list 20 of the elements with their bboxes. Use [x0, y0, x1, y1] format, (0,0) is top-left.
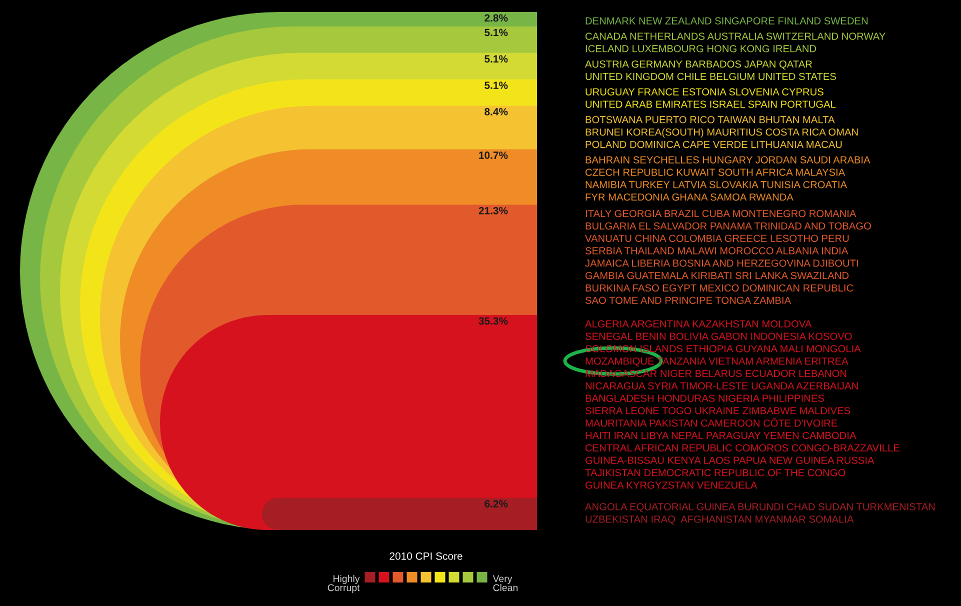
legend-title: 2010 CPI Score	[390, 552, 462, 560]
data-label: 35.3%	[478, 317, 508, 325]
text: URUGUAY FRANCE ESTONIA SLOVENIA CYPRUS UNITED ARAB EMIRATES ISRAEL SPAIN PORTUGAL	[586, 88, 836, 108]
text: AUSTRIA GERMANY BARBADOS JAPAN QATAR UNITED KINGDOM CHILE BELGIUM UNITED STATES	[585, 60, 836, 80]
text: BOTSWANA PUERTO RICO TAIWAN BHUTAN MALTA BRUNEI KOREA(SOUTH) MAURITIUS COSTA RICA OMAN POLAND DOMINICA CAPE VERDE LITHUANIA MACAU	[586, 116, 858, 148]
text: Very Clean	[492, 575, 518, 592]
data-label: 8.4%	[484, 108, 508, 116]
text: ANGOLA EQUATORIAL GUINEA BURUNDI CHAD SUDAN TURKMENISTAN UZBEKISTAN IRAQ AFGHANISTAN MYANMAR SOMALIA	[585, 503, 935, 525]
text: BAHRAIN SEYCHELLES HUNGARY JORDAN SAUDI ARABIA CZECH REPUBLIC KUWAIT SOUTH AFRICA MALAYSIA NAMIBIA TURKEY LATVIA SLOVAKIA TUNISIA CROATIA FYR MACEDONIA GHANA SAMOA RWANDA	[586, 156, 870, 201]
data-label: 5.1%	[484, 28, 508, 36]
text: DENMARK NEW ZEALAND SINGAPORE FINLAND SWEDEN	[586, 17, 868, 24]
data-label: 6.2%	[484, 500, 508, 508]
text: ITALY GEORGIA BRAZIL CUBA MONTENEGRO ROMANIA BULGARIA EL SALVADOR PANAMA TRINIDAD AND TOBAGO VANUATU CHINA COLOMBIA GREECE LESOTHO PERU SERBIA THAILAND MALAWI MOROCCO ALBANIA INDIA JAMAICA LIBERIA BOSNIA AND HERZEGOVINA DJIBOUTI GAMBIA GUATEMALA KIRIBATI SRI LANKA SWAZILAND BURKINA FASO EGYPT MEXICO DOMINICAN REPUBLIC SAO TOME AND PRINCIPE TONGA ZAMBIA	[585, 210, 871, 304]
data-label: 10.7%	[479, 152, 508, 159]
data-label: 5.1%	[484, 82, 508, 89]
data-label: 21.3%	[478, 206, 508, 214]
data-label: 5.1%	[484, 55, 508, 63]
text: CANADA NETHERLANDS AUSTRALIA SWITZERLAND NORWAY ICELAND LUXEMBOURG HONG KONG IRELAND	[586, 32, 886, 52]
data-label: 2.8%	[484, 14, 508, 22]
text: Highly Corrupt	[328, 574, 360, 594]
